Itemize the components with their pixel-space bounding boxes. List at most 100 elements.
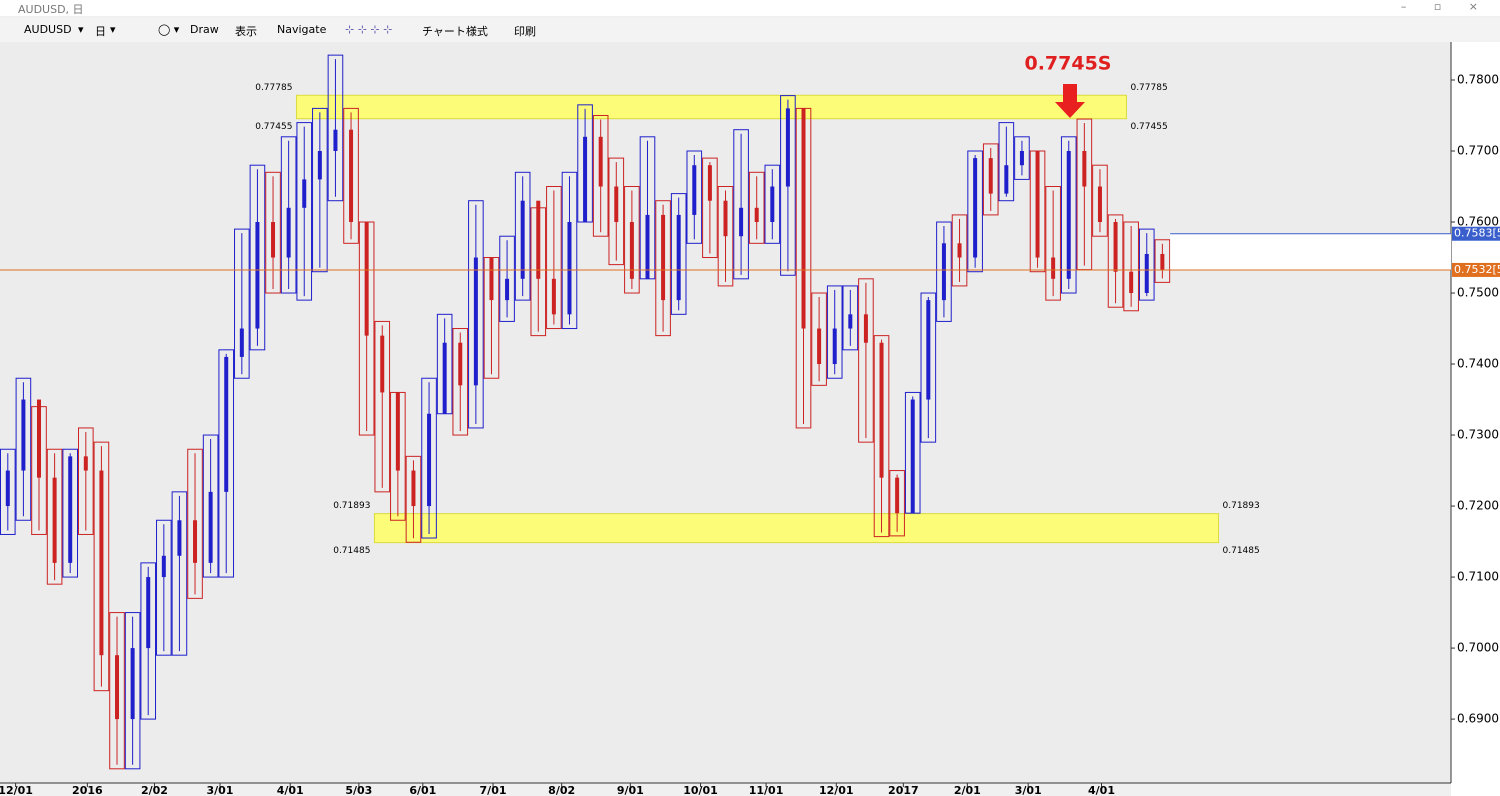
range-box <box>811 292 827 386</box>
period-select[interactable]: 日 <box>95 25 106 38</box>
candle-body <box>193 520 198 563</box>
candle-body <box>583 136 588 223</box>
shape-tool[interactable]: ◯ ▾ <box>158 23 180 36</box>
annotation: 0.7745S <box>1024 53 1112 118</box>
print-menu[interactable]: 印刷 <box>514 25 536 38</box>
range-box <box>405 455 422 543</box>
range-box <box>608 157 625 266</box>
candle-body <box>349 129 354 223</box>
candle-body <box>52 477 57 563</box>
candle-body <box>208 491 213 563</box>
x-tick-label: 12/01 <box>0 784 33 796</box>
range-box <box>234 228 250 379</box>
x-tick-label: 11/01 <box>749 784 784 796</box>
candle-body <box>973 158 978 258</box>
zone-label: 0.71485 <box>1223 546 1260 556</box>
candle-body <box>692 165 697 215</box>
view-menu[interactable]: 表示 <box>235 25 257 38</box>
x-tick-label: 3/01 <box>206 784 233 796</box>
range-box <box>468 200 484 429</box>
window-title: AUDUSD, 日 <box>18 3 84 16</box>
zone <box>295 94 1127 120</box>
candle-body <box>1097 186 1102 223</box>
symbol-select[interactable]: AUDUSD <box>24 23 72 36</box>
y-tick-label: 0.7200[0 <box>1457 499 1500 513</box>
y-tick-label: 0.7700[0 <box>1457 144 1500 158</box>
x-tick-label: 9/01 <box>617 784 644 796</box>
candle-body <box>723 200 728 237</box>
range-box <box>421 377 437 539</box>
price-tag-label: 0.7532[5 <box>1454 263 1500 276</box>
candle-body <box>645 214 650 279</box>
range-box <box>187 448 203 599</box>
candle-body <box>83 456 88 471</box>
zone-label: 0.71893 <box>1223 501 1260 511</box>
candle-body <box>255 222 260 329</box>
candle-body <box>427 413 432 507</box>
x-tick-label: 12/01 <box>819 784 854 796</box>
range-box <box>889 470 905 537</box>
candle-body <box>785 108 790 187</box>
range-box <box>764 164 781 244</box>
x-tick-label: 4/01 <box>1088 784 1115 796</box>
range-box <box>951 214 968 287</box>
chart-style-menu[interactable]: チャート様式 <box>422 25 488 38</box>
candle-body <box>910 399 915 514</box>
range-box <box>15 377 32 521</box>
draw-menu[interactable]: Draw <box>190 23 219 36</box>
range-box <box>514 171 531 301</box>
range-box <box>686 150 703 244</box>
range-box <box>780 95 796 276</box>
range-box <box>265 171 281 294</box>
range-box <box>1045 186 1061 301</box>
price-gap <box>1170 233 1451 270</box>
candle-body <box>473 257 478 386</box>
price-tag <box>1452 226 1500 241</box>
range-box <box>826 285 843 379</box>
candle-body <box>99 470 104 656</box>
candle-body <box>1129 271 1134 294</box>
candle-body <box>520 200 525 279</box>
candle-body <box>801 108 806 329</box>
candle-body <box>598 136 603 187</box>
range-box <box>920 292 937 443</box>
range-box <box>499 235 515 322</box>
candle-body <box>380 335 385 393</box>
candle-body <box>115 655 120 720</box>
chart: 0.77785 0.77785 0.77455 0.77455 0.71893 0.718… <box>0 42 1500 796</box>
candle-body <box>988 158 993 194</box>
range-box <box>717 186 734 287</box>
range-box <box>670 193 687 315</box>
range-box <box>561 171 578 330</box>
candle-body <box>926 300 931 400</box>
range-box <box>655 200 671 337</box>
zoom-tools[interactable]: ⊹ ⊹ ⊹ ⊹ <box>345 23 393 36</box>
candle-body <box>1004 165 1009 194</box>
price-tag <box>1452 262 1500 277</box>
navigate-menu[interactable]: Navigate <box>277 23 327 36</box>
candle-body <box>333 129 338 152</box>
candle-body <box>1160 253 1165 271</box>
range-box <box>998 122 1015 202</box>
range-box <box>78 427 94 535</box>
candle-body <box>629 222 634 279</box>
y-tick-label: 0.7100[0 <box>1457 570 1500 584</box>
candle-body <box>567 222 572 315</box>
x-tick-label: 3/01 <box>1015 784 1042 796</box>
zone-label: 0.71893 <box>333 501 370 511</box>
candle-body <box>1051 257 1056 279</box>
candle-body <box>458 342 463 386</box>
window-controls[interactable]: – ▫ × <box>1400 0 1490 13</box>
candle-body <box>302 179 307 208</box>
range-box <box>873 335 890 538</box>
candle-body <box>21 399 26 471</box>
zone <box>373 513 1220 544</box>
range-box <box>280 136 297 294</box>
range-box <box>140 562 157 720</box>
candle-body <box>317 151 322 180</box>
x-tick-label: 2/01 <box>954 784 981 796</box>
price-tag-label: 0.7583[5 <box>1454 227 1500 240</box>
candle-body <box>1113 222 1118 272</box>
y-tick-label: 0.7300[0 <box>1457 428 1500 442</box>
